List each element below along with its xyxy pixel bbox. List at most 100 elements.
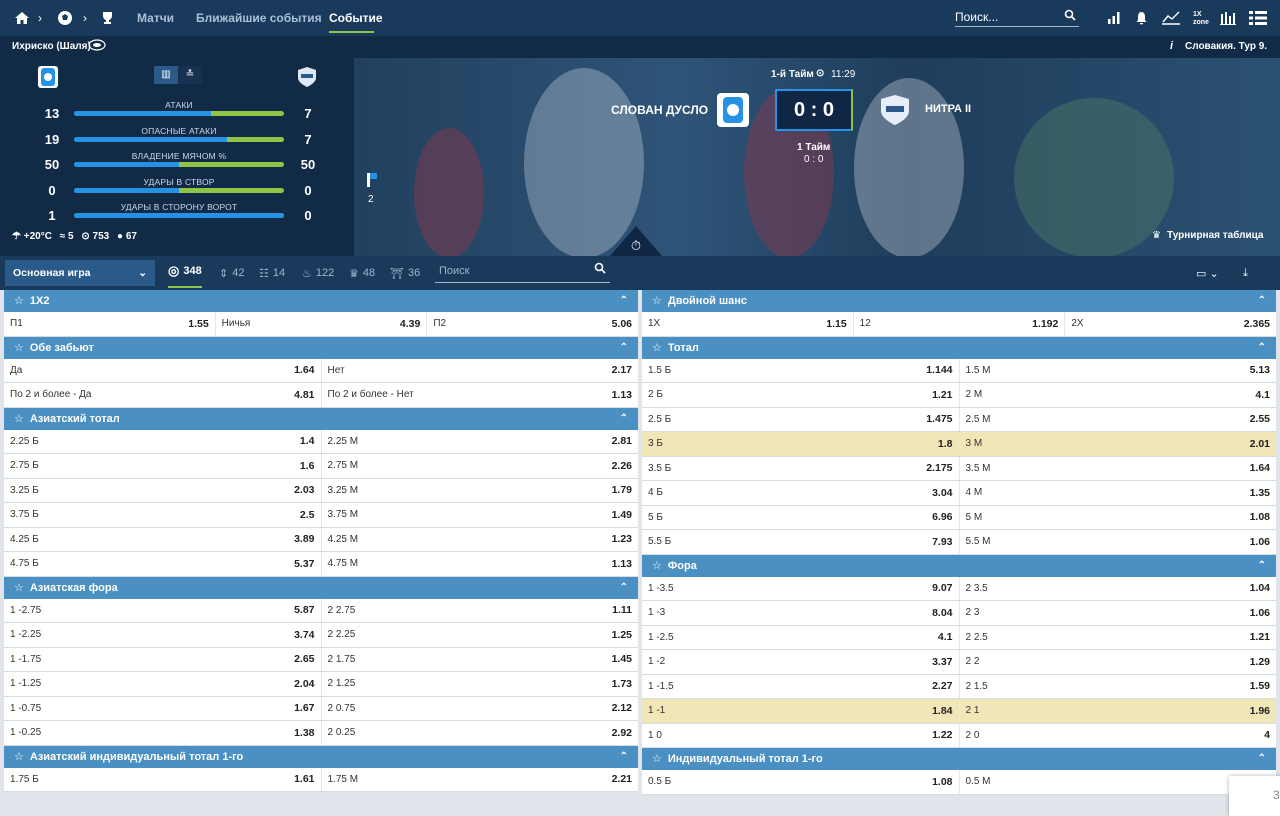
chevron-up-icon[interactable]: ⌃	[1257, 341, 1266, 353]
odds-cell[interactable]: 12 1.192	[854, 312, 1066, 336]
star-icon[interactable]: ☆	[14, 750, 24, 763]
odds-cell[interactable]: 4.25 М 1.23	[322, 528, 639, 552]
home-icon[interactable]	[14, 0, 30, 36]
odds-cell[interactable]: П2 5.06	[427, 312, 638, 336]
market-header[interactable]: ☆ Фора ⌃	[642, 554, 1276, 577]
odds-cell[interactable]: 2.25 Б 1.4	[4, 429, 322, 453]
star-icon[interactable]: ☆	[14, 295, 24, 307]
odds-cell[interactable]: Нет 2.17	[322, 359, 639, 383]
star-icon[interactable]: ☆	[652, 753, 662, 765]
star-icon[interactable]: ☆	[652, 341, 662, 354]
market-header[interactable]: ☆ Обе забьют ⌃	[4, 336, 638, 359]
star-icon[interactable]: ☆	[14, 581, 24, 594]
star-icon[interactable]: ☆	[652, 559, 662, 572]
chevron-up-icon[interactable]: ⌃	[1257, 295, 1266, 306]
market-header[interactable]: ☆ Азиатская фора ⌃	[4, 576, 638, 599]
odds-cell[interactable]: 5.5 Б 7.93	[642, 530, 960, 554]
odds-cell[interactable]: 3.25 М 1.79	[322, 479, 639, 503]
odds-cell[interactable]: 4 Б 3.04	[642, 481, 960, 505]
odds-cell[interactable]: По 2 и более - Да 4.81	[4, 383, 322, 407]
football-icon[interactable]	[57, 0, 73, 36]
stats-bars-icon[interactable]	[1107, 0, 1121, 36]
collapse-all-icon[interactable]: ⤓	[1243, 266, 1248, 279]
odds-cell[interactable]: 2.75 М 2.26	[322, 454, 639, 478]
market-header[interactable]: ☆ Индивидуальный тотал 1-го ⌃	[642, 748, 1276, 770]
odds-cell[interactable]: 2 1.25 1.73	[322, 672, 639, 696]
odds-cell[interactable]: 4 М 1.35	[960, 481, 1277, 505]
filter-all-tab[interactable]: ◎ 348	[168, 256, 202, 288]
trophy-icon[interactable]	[100, 0, 115, 36]
odds-cell[interactable]: 2 2.5 1.21	[960, 626, 1277, 650]
bell-icon[interactable]	[1135, 0, 1148, 36]
odds-cell[interactable]: 1 -1.5 2.27	[642, 674, 960, 698]
odds-cell[interactable]: 2 М 4.1	[960, 383, 1277, 407]
odds-cell[interactable]: Ничья 4.39	[216, 312, 428, 336]
filter-cup-tab[interactable]: ♛ 48	[349, 256, 375, 290]
odds-cell[interactable]: 2.75 Б 1.6	[4, 454, 322, 478]
tournament-table-link[interactable]: Турнирная таблица	[1167, 230, 1264, 241]
odds-cell[interactable]: 1.75 Б 1.61	[4, 767, 322, 791]
odds-cell[interactable]: 1 -2 3.37	[642, 650, 960, 674]
odds-cell[interactable]: П1 1.55	[4, 312, 216, 336]
odds-cell[interactable]: 2 0 4	[960, 724, 1277, 748]
odds-cell[interactable]: Да 1.64	[4, 358, 322, 382]
odds-cell[interactable]: 1 -1 1.84	[642, 699, 960, 723]
odds-cell[interactable]: 1 -2.5 4.1	[642, 625, 960, 649]
odds-cell[interactable]: 5 Б 6.96	[642, 505, 960, 529]
market-header[interactable]: ☆ 1X2 ⌃	[4, 290, 638, 312]
odds-cell[interactable]: 2 1 1.96	[960, 699, 1277, 723]
odds-cell[interactable]: 1.75 М 2.21	[322, 768, 639, 792]
chevron-up-icon[interactable]: ⌃	[619, 341, 628, 353]
market-header[interactable]: ☆ Тотал ⌃	[642, 336, 1276, 359]
chevron-up-icon[interactable]: ⌃	[619, 581, 628, 593]
odds-cell[interactable]: 2 2.25 1.25	[322, 623, 639, 647]
odds-cell[interactable]: 4.75 М 1.13	[322, 552, 639, 576]
odds-cell[interactable]: 1 -1.25 2.04	[4, 672, 322, 696]
odds-cell[interactable]: 1 -2.75 5.87	[4, 598, 322, 622]
top-search-input[interactable]: Поиск...	[955, 9, 1079, 27]
star-icon[interactable]: ☆	[14, 341, 24, 354]
odds-cell[interactable]: 2 2.75 1.11	[322, 599, 639, 623]
nav-upcoming-link[interactable]: Ближайшие события	[196, 11, 322, 25]
odds-cell[interactable]: 4.75 Б 5.37	[4, 552, 322, 576]
bar-chart-icon[interactable]	[1220, 0, 1236, 36]
odds-cell[interactable]: 1 -0.25 1.38	[4, 721, 322, 745]
market-header[interactable]: ☆ Азиатский тотал ⌃	[4, 407, 638, 430]
nav-matches-link[interactable]: Матчи	[137, 11, 175, 25]
odds-cell[interactable]: 2 1.75 1.45	[322, 648, 639, 672]
odds-cell[interactable]: 1 -0.75 1.67	[4, 696, 322, 720]
market-header[interactable]: ☆ Азиатский индивидуальный тотал 1-го ⌃	[4, 745, 638, 768]
odds-cell[interactable]: 3.75 Б 2.5	[4, 503, 322, 527]
1x-zone-icon[interactable]: 1X zone	[1193, 11, 1209, 26]
odds-cell[interactable]: 2 1.5 1.59	[960, 675, 1277, 699]
odds-cell[interactable]: 5.5 М 1.06	[960, 530, 1277, 554]
odds-cell[interactable]: 2 Б 1.21	[642, 383, 960, 407]
odds-cell[interactable]: 3 М 2.01	[960, 432, 1277, 456]
star-icon[interactable]: ☆	[14, 412, 24, 425]
odds-cell[interactable]: 2X 2.365	[1065, 312, 1276, 336]
odds-cell[interactable]: 2 3.5 1.04	[960, 577, 1277, 601]
odds-cell[interactable]: 1 -1.75 2.65	[4, 647, 322, 671]
stats-bars-tab-icon[interactable]: ▥	[154, 66, 178, 84]
filter-stats-tab[interactable]: ☷ 14	[259, 256, 285, 290]
odds-cell[interactable]: 5 М 1.08	[960, 506, 1277, 530]
odds-cell[interactable]: 1.5 Б 1.144	[642, 358, 960, 382]
star-icon[interactable]: ☆	[652, 295, 662, 307]
odds-cell[interactable]: 2 0.25 2.92	[322, 721, 639, 745]
nav-event-link[interactable]: Событие	[329, 11, 383, 25]
chevron-up-icon[interactable]: ⌃	[1257, 559, 1266, 571]
odds-cell[interactable]: 3.75 М 1.49	[322, 503, 639, 527]
odds-cell[interactable]: 3.5 М 1.64	[960, 457, 1277, 481]
chevron-up-icon[interactable]: ⌃	[619, 750, 628, 762]
layout-columns-icon[interactable]: ▭ ⌄	[1196, 267, 1219, 280]
odds-cell[interactable]: 3 Б 1.8	[642, 432, 960, 456]
odds-cell[interactable]: 0.5 Б 1.08	[642, 770, 960, 794]
odds-cell[interactable]: 1 0 1.22	[642, 723, 960, 747]
menu-list-icon[interactable]	[1249, 0, 1267, 36]
market-header[interactable]: ☆ Двойной шанс ⌃	[642, 290, 1276, 312]
odds-cell[interactable]: 2.5 Б 1.475	[642, 407, 960, 431]
odds-cell[interactable]: 2 3 1.06	[960, 601, 1277, 625]
chevron-up-icon[interactable]: ⌃	[619, 412, 628, 424]
trend-chart-icon[interactable]	[1161, 0, 1181, 36]
stats-field-tab-icon[interactable]: ≛	[178, 66, 202, 84]
